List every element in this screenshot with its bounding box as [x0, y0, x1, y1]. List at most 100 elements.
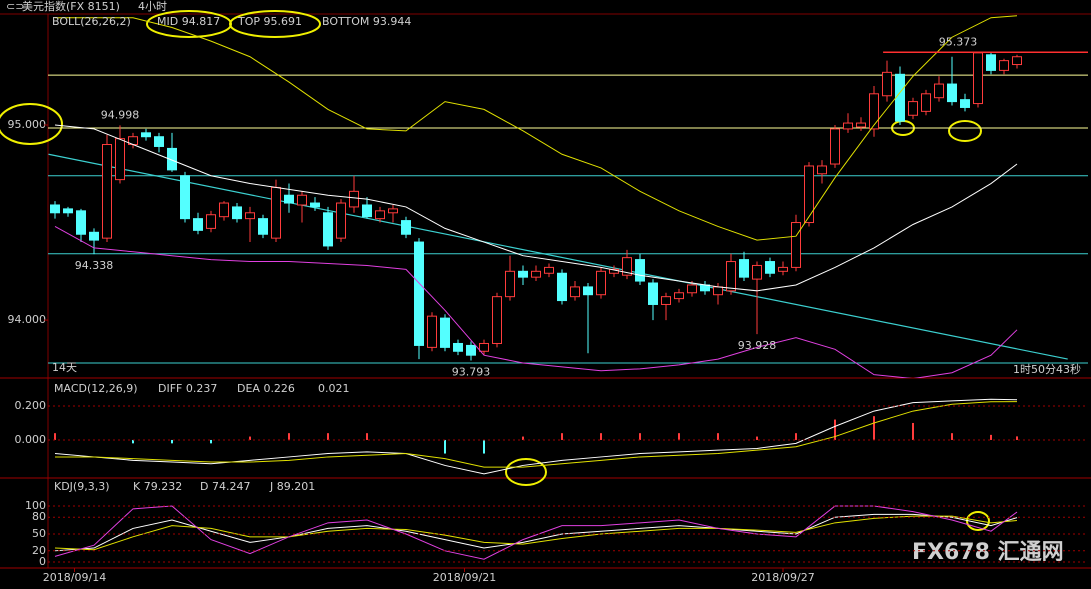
candle-body: [804, 165, 814, 224]
candle-body: [76, 210, 86, 235]
candle-body: [271, 186, 281, 239]
y-tick-label: 50: [32, 527, 46, 540]
candle-body: [830, 128, 840, 165]
candle-body: [544, 266, 554, 274]
candle-body: [648, 282, 658, 305]
candle-body: [908, 101, 918, 116]
candle-body: [362, 204, 372, 218]
legend-entry: DEA 0.226: [237, 382, 295, 395]
legend-entry: DIFF 0.237: [158, 382, 217, 395]
countdown: 1时50分43秒: [1013, 362, 1081, 376]
watermark: FX678 汇通网: [912, 540, 1064, 565]
candle-body: [778, 266, 788, 272]
legend-entry: BOTTOM 93.944: [322, 15, 411, 28]
candle-body: [141, 132, 151, 138]
candle-body: [973, 52, 983, 105]
candle-body: [674, 292, 684, 300]
price-label: 93.928: [738, 339, 777, 352]
legend-entry: TOP 95.691: [237, 15, 302, 28]
candle-body: [622, 257, 632, 276]
candle-body: [193, 218, 203, 231]
price-label: 93.793: [452, 365, 491, 378]
candle-body: [206, 214, 216, 229]
circle: [948, 120, 982, 142]
candle-body: [89, 231, 99, 241]
candle-body: [856, 122, 866, 128]
candle-body: [661, 296, 671, 305]
candle-body: [310, 202, 320, 208]
indicator-line: [55, 401, 1018, 468]
y-tick-label: 0: [39, 555, 46, 568]
candle-body: [466, 344, 476, 356]
candle-body: [986, 54, 996, 71]
candle-body: [505, 270, 515, 298]
legend-entry: D 74.247: [200, 480, 250, 493]
circle: [505, 458, 547, 486]
period[interactable]: 4小时: [138, 0, 167, 13]
candle-body: [843, 122, 853, 130]
x-tick-label: 2018/09/14: [43, 571, 106, 584]
indicator-line: [54, 124, 1018, 292]
y-tick-label: 94.000: [8, 313, 47, 326]
candle-body: [570, 286, 580, 298]
y-tick-label: 95.000: [8, 118, 47, 131]
candle-body: [765, 261, 775, 274]
y-tick-label: 0.200: [15, 399, 47, 412]
price-label: 94.338: [75, 259, 114, 272]
period-label: 14天: [52, 361, 77, 374]
candle-body: [557, 272, 567, 302]
y-tick-label: 80: [32, 510, 46, 523]
candle-body: [180, 175, 190, 220]
panel: [54, 505, 1018, 560]
circle: [966, 511, 990, 531]
trend-line: [48, 153, 1068, 360]
candle-body: [817, 165, 827, 175]
x-tick-label: 2018/09/21: [433, 571, 496, 584]
indicator-line: [54, 505, 1018, 560]
candle-body: [50, 204, 60, 214]
circle: [229, 10, 321, 38]
indicator-title: KDJ(9,3,3): [54, 480, 110, 493]
symbol: 美元指数(FX 8151): [22, 0, 120, 13]
indicator-line: [54, 226, 1018, 378]
candle-body: [960, 99, 970, 108]
legend-entry: K 79.232: [133, 480, 182, 493]
candle-body: [245, 212, 255, 220]
legend-entry: MID 94.817: [157, 15, 220, 28]
candle-body: [1012, 56, 1022, 66]
circle: [0, 103, 63, 145]
candle-body: [258, 218, 268, 235]
candle-body: [427, 315, 437, 348]
indicator-line: [54, 398, 1018, 475]
indicator-line: [55, 15, 1018, 241]
candle-body: [492, 296, 502, 344]
price-label: 95.373: [939, 35, 978, 48]
candle-body: [947, 83, 957, 103]
y-tick-label: 20: [32, 544, 46, 557]
candle-body: [518, 270, 528, 278]
legend-entry: 0.021: [318, 382, 350, 395]
candle-body: [349, 190, 359, 208]
candle-body: [934, 83, 944, 99]
candle-body: [791, 222, 801, 268]
candle-body: [531, 270, 541, 278]
candle-body: [596, 270, 606, 296]
back-icon[interactable]: ⊂⊃: [6, 0, 24, 13]
candle-body: [232, 206, 242, 220]
candle-body: [102, 144, 112, 239]
candle-body: [739, 259, 749, 278]
candle-body: [388, 208, 398, 214]
candle-body: [453, 342, 463, 352]
candle-body: [323, 212, 333, 247]
candle-body: [869, 93, 879, 130]
candle-body: [882, 71, 892, 97]
candle-body: [336, 202, 346, 239]
candle-body: [895, 73, 905, 122]
x-tick-label: 2018/09/27: [751, 571, 814, 584]
candle-body: [154, 136, 164, 147]
candle-body: [440, 317, 450, 348]
candle-body: [167, 147, 177, 171]
candle-body: [687, 284, 697, 294]
